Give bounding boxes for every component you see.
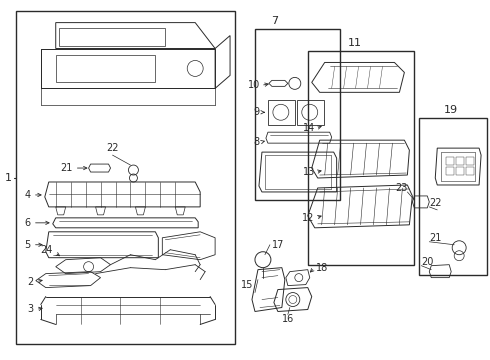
Text: 22: 22 <box>429 198 442 208</box>
Text: 19: 19 <box>444 105 458 115</box>
Text: 7: 7 <box>271 15 278 26</box>
Text: 20: 20 <box>421 257 434 267</box>
Text: 24: 24 <box>40 245 53 255</box>
Bar <box>466 157 474 165</box>
Text: 1: 1 <box>4 173 11 183</box>
Text: 13: 13 <box>302 167 315 177</box>
Text: 15: 15 <box>241 280 253 289</box>
Text: 21: 21 <box>60 163 73 173</box>
Bar <box>16 11 235 345</box>
Text: 21: 21 <box>429 233 441 243</box>
Text: 3: 3 <box>28 305 34 315</box>
Text: 6: 6 <box>24 218 31 228</box>
Text: 17: 17 <box>272 240 284 250</box>
Bar <box>419 118 487 275</box>
Text: 10: 10 <box>247 80 260 90</box>
Bar <box>456 167 464 175</box>
Text: 16: 16 <box>282 314 294 324</box>
Text: 5: 5 <box>24 240 31 250</box>
Text: 14: 14 <box>302 123 315 133</box>
Text: 9: 9 <box>254 107 260 117</box>
Bar <box>308 50 415 265</box>
Bar <box>446 157 454 165</box>
Text: 8: 8 <box>254 137 260 147</box>
Bar <box>255 28 340 200</box>
Text: 22: 22 <box>106 143 119 153</box>
Text: 23: 23 <box>395 183 407 193</box>
Bar <box>456 157 464 165</box>
Text: 11: 11 <box>347 37 362 48</box>
Text: 2: 2 <box>27 276 34 287</box>
Text: 4: 4 <box>24 190 31 200</box>
Text: 18: 18 <box>316 263 328 273</box>
Text: 12: 12 <box>302 213 315 223</box>
Bar <box>446 167 454 175</box>
Bar <box>466 167 474 175</box>
